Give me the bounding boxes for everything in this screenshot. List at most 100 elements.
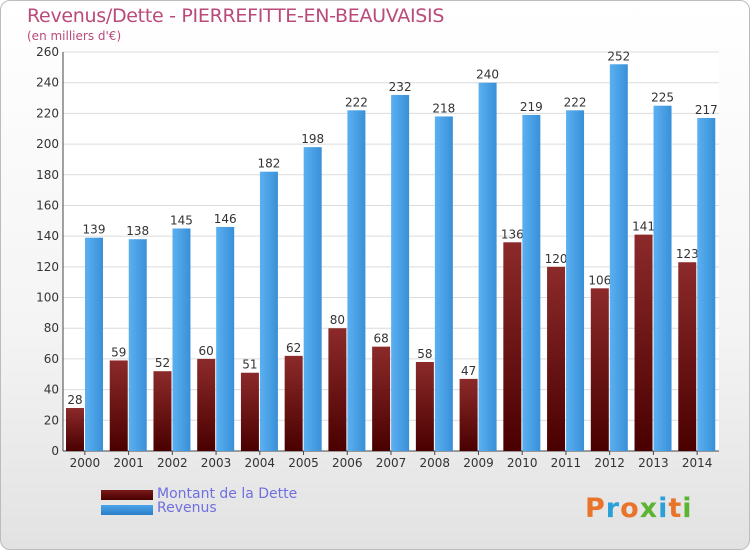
y-tick-label: 20 — [44, 413, 59, 427]
bar-dette — [590, 288, 609, 451]
data-label: 59 — [111, 345, 126, 359]
logo-letter: t — [668, 493, 683, 524]
legend-label-dette: Montant de la Dette — [157, 486, 298, 502]
x-tick-label: 2009 — [463, 456, 494, 470]
data-label: 80 — [330, 313, 345, 327]
legend-label-revenus: Revenus — [157, 500, 217, 516]
bar-dette — [66, 408, 84, 451]
data-label: 219 — [520, 100, 543, 114]
chart-subtitle: (en milliers d'€) — [27, 29, 122, 43]
data-label: 106 — [588, 273, 611, 287]
bar-dette — [197, 358, 216, 451]
x-tick-label: 2008 — [419, 456, 450, 470]
data-label: 182 — [257, 157, 280, 171]
data-label: 136 — [501, 227, 524, 241]
plot-area — [63, 52, 719, 451]
bar-dette — [109, 360, 128, 451]
data-label: 252 — [607, 49, 630, 63]
bar-dette — [284, 355, 303, 451]
data-label: 198 — [301, 132, 324, 146]
logo-letter: P — [585, 493, 606, 524]
data-label: 47 — [461, 364, 476, 378]
x-tick-label: 2006 — [332, 456, 363, 470]
data-label: 146 — [214, 212, 237, 226]
data-label: 232 — [389, 80, 412, 94]
data-label: 68 — [373, 332, 388, 346]
bar-dette — [459, 378, 478, 451]
data-label: 120 — [545, 252, 568, 266]
x-tick-label: 2002 — [157, 456, 188, 470]
data-label: 240 — [476, 68, 499, 82]
bar-revenus — [653, 105, 672, 451]
bar-dette — [372, 346, 391, 451]
bar-revenus — [347, 110, 366, 452]
x-tick-label: 2001 — [113, 456, 144, 470]
bar-dette — [328, 328, 347, 451]
data-label: 28 — [67, 393, 82, 407]
bar-revenus — [391, 94, 410, 451]
data-label: 62 — [286, 341, 301, 355]
legend-swatch-revenus — [101, 505, 153, 515]
bar-revenus — [85, 237, 103, 451]
bar-revenus — [697, 117, 716, 451]
y-tick-label: 200 — [36, 137, 59, 151]
bar-dette — [634, 234, 653, 451]
y-tick-label: 240 — [36, 76, 59, 90]
x-tick-label: 2004 — [245, 456, 276, 470]
x-tick-label: 2014 — [682, 456, 713, 470]
y-tick-label: 160 — [36, 198, 59, 212]
legend-swatch-dette — [101, 490, 153, 500]
data-label: 123 — [676, 247, 699, 261]
y-tick-label: 140 — [36, 229, 59, 243]
data-label: 51 — [242, 358, 257, 372]
data-label: 60 — [199, 344, 214, 358]
bar-revenus — [478, 82, 497, 451]
bar-revenus — [128, 239, 147, 451]
logo-letter: i — [682, 493, 693, 524]
x-tick-label: 2000 — [70, 456, 101, 470]
bar-revenus — [522, 114, 541, 452]
data-label: 217 — [695, 103, 718, 117]
data-label: 225 — [651, 91, 674, 105]
data-label: 141 — [632, 220, 655, 234]
x-tick-label: 2011 — [551, 456, 582, 470]
y-tick-label: 80 — [44, 321, 59, 335]
data-label: 58 — [417, 347, 432, 361]
y-tick-label: 260 — [36, 45, 59, 59]
x-tick-label: 2005 — [288, 456, 319, 470]
bar-revenus — [259, 171, 278, 451]
bar-dette — [503, 242, 522, 451]
logo-letter: o — [620, 493, 640, 524]
logo-letter: r — [605, 493, 621, 524]
logo-letter: i — [658, 493, 669, 524]
bar-revenus — [609, 64, 628, 452]
y-tick-label: 60 — [44, 352, 59, 366]
x-tick-label: 2007 — [376, 456, 407, 470]
data-label: 138 — [126, 224, 149, 238]
y-tick-label: 220 — [36, 106, 59, 120]
data-label: 222 — [564, 95, 587, 109]
bar-revenus — [566, 110, 585, 452]
bar-revenus — [434, 116, 453, 451]
y-tick-label: 180 — [36, 168, 59, 182]
chart-title: Revenus/Dette - PIERREFITTE-EN-BEAUVAISI… — [27, 5, 445, 27]
x-tick-label: 2013 — [638, 456, 669, 470]
x-tick-label: 2010 — [507, 456, 538, 470]
bar-dette — [415, 361, 434, 451]
bar-revenus — [216, 226, 235, 451]
y-tick-label: 40 — [44, 383, 59, 397]
proxiti-logo: Proxiti — [585, 493, 693, 524]
bar-dette — [547, 266, 566, 451]
data-label: 145 — [170, 213, 193, 227]
data-label: 52 — [155, 356, 170, 370]
data-label: 222 — [345, 95, 368, 109]
data-label: 218 — [432, 101, 455, 115]
y-tick-label: 100 — [36, 291, 59, 305]
data-label: 139 — [83, 223, 106, 237]
bar-dette — [240, 372, 259, 451]
y-tick-label: 0 — [51, 444, 59, 458]
x-tick-label: 2012 — [594, 456, 625, 470]
x-tick-label: 2003 — [201, 456, 232, 470]
